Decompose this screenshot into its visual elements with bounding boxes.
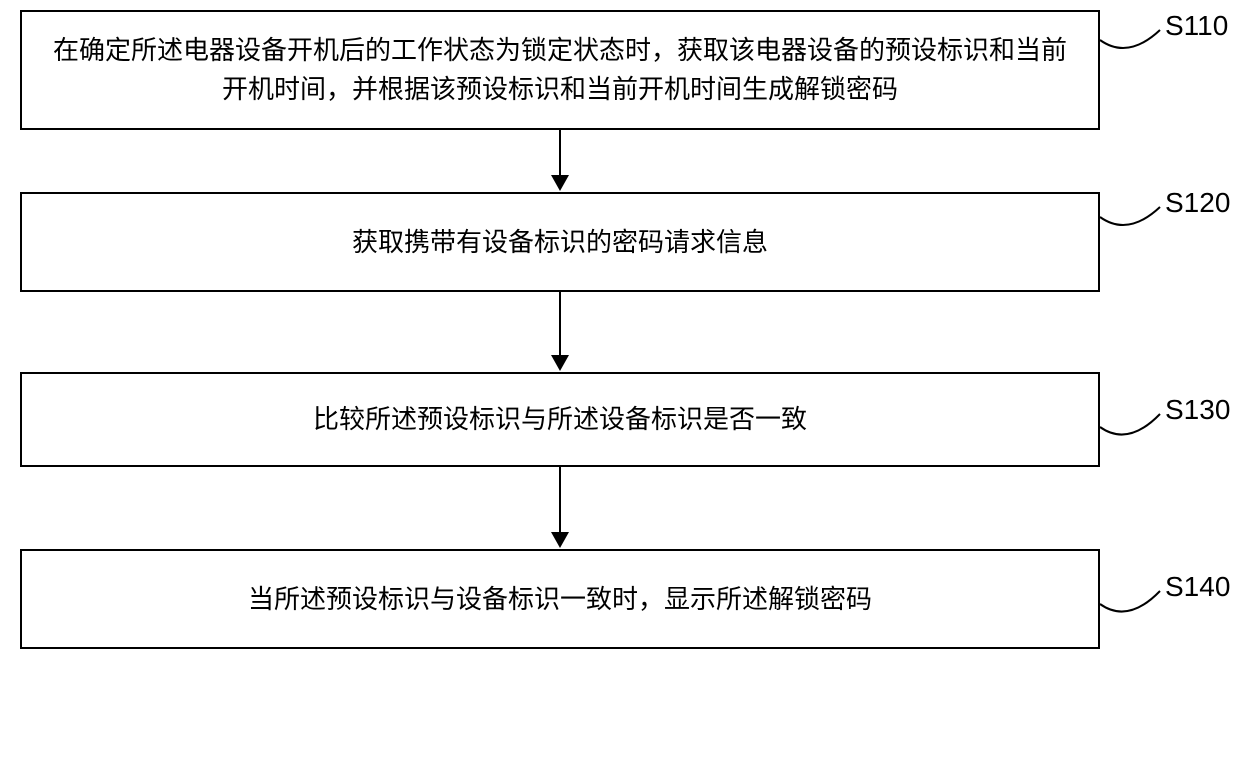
step-s120-text: 获取携带有设备标识的密码请求信息 — [352, 223, 768, 262]
step-s130-text: 比较所述预设标识与所述设备标识是否一致 — [313, 400, 807, 439]
step-s110-text: 在确定所述电器设备开机后的工作状态为锁定状态时，获取该电器设备的预设标识和当前开… — [42, 31, 1078, 109]
arrow-1-line — [559, 130, 561, 176]
step-s130-label: S130 — [1165, 394, 1230, 426]
step-s120-label: S120 — [1165, 187, 1230, 219]
step-s110-label: S110 — [1165, 10, 1228, 42]
arrow-3-line — [559, 467, 561, 533]
step-s140-box: 当所述预设标识与设备标识一致时，显示所述解锁密码 — [20, 549, 1100, 649]
step-s110: 在确定所述电器设备开机后的工作状态为锁定状态时，获取该电器设备的预设标识和当前开… — [20, 10, 1100, 130]
step-s110-box: 在确定所述电器设备开机后的工作状态为锁定状态时，获取该电器设备的预设标识和当前开… — [20, 10, 1100, 130]
step-s140-text: 当所述预设标识与设备标识一致时，显示所述解锁密码 — [248, 580, 872, 619]
arrow-1-head — [551, 175, 569, 191]
arrow-2-head — [551, 355, 569, 371]
arrow-2-line — [559, 292, 561, 356]
step-s140: 当所述预设标识与设备标识一致时，显示所述解锁密码 S140 — [20, 549, 1100, 649]
step-s130-box: 比较所述预设标识与所述设备标识是否一致 — [20, 372, 1100, 467]
arrow-3 — [20, 467, 1100, 549]
flowchart-container: 在确定所述电器设备开机后的工作状态为锁定状态时，获取该电器设备的预设标识和当前开… — [20, 10, 1220, 649]
step-s120: 获取携带有设备标识的密码请求信息 S120 — [20, 192, 1100, 292]
step-s120-box: 获取携带有设备标识的密码请求信息 — [20, 192, 1100, 292]
step-s130: 比较所述预设标识与所述设备标识是否一致 S130 — [20, 372, 1100, 467]
step-s140-label: S140 — [1165, 571, 1230, 603]
arrow-2 — [20, 292, 1100, 372]
arrow-1 — [20, 130, 1100, 192]
arrow-3-head — [551, 532, 569, 548]
